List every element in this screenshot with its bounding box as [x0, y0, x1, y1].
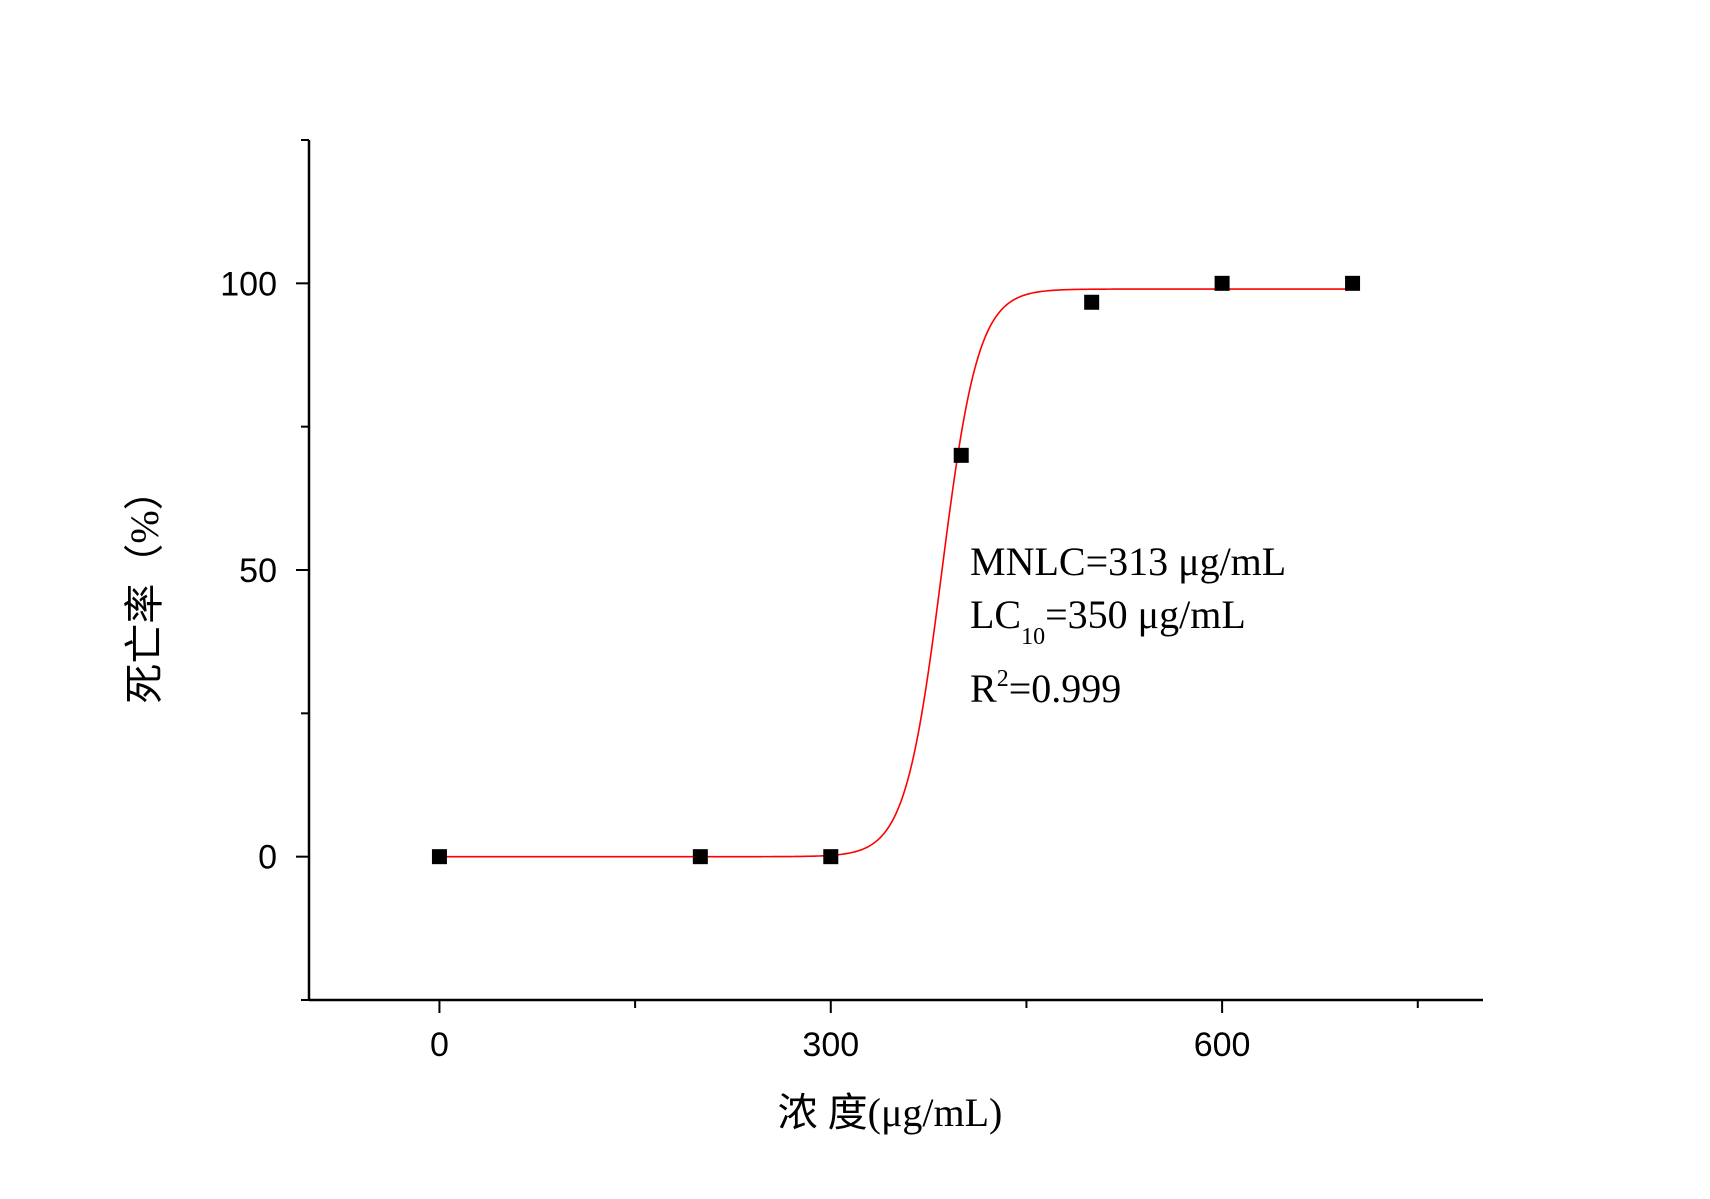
annotation-main: R: [970, 666, 997, 711]
annotation-text: R2=0.999: [970, 666, 1121, 711]
axes: [307, 140, 1483, 1002]
data-points: [431, 275, 1361, 865]
data-point: [1084, 294, 1100, 310]
y-tick-label: 50: [239, 552, 277, 590]
ticks: 0 300 600 0 50 100: [220, 139, 1419, 1064]
x-tick-label: 600: [1194, 1026, 1251, 1064]
data-point: [953, 447, 969, 463]
data-point: [1214, 275, 1230, 291]
data-point: [823, 849, 839, 865]
annotation-text: MNLC=313 μg/mL: [970, 539, 1286, 584]
annotations: MNLC=313 μg/mL LC10=350 μg/mL R2=0.999: [970, 539, 1286, 711]
fit-curve-group: [439, 288, 1353, 858]
annotation-subscript: 10: [1021, 624, 1045, 650]
y-tick-label: 0: [258, 839, 277, 877]
annotation-superscript: 2: [997, 666, 1009, 692]
fit-curve-line: [439, 288, 1353, 858]
data-point: [692, 849, 708, 865]
annotation-tail: =0.999: [1009, 666, 1122, 711]
annotation-text: LC10=350 μg/mL: [970, 592, 1246, 650]
data-point: [1345, 275, 1361, 291]
y-axis-label: 死亡率（%）: [122, 470, 167, 703]
annotation-main: LC: [970, 592, 1021, 637]
x-tick-label: 0: [430, 1026, 449, 1064]
annotation-tail: =350 μg/mL: [1045, 592, 1246, 637]
x-axis-label: 浓 度(μg/mL): [778, 1090, 1003, 1135]
x-tick-label: 300: [802, 1026, 859, 1064]
y-tick-label: 100: [220, 265, 277, 303]
annotation-main: MNLC=313 μg/mL: [970, 539, 1286, 584]
data-point: [431, 849, 447, 865]
